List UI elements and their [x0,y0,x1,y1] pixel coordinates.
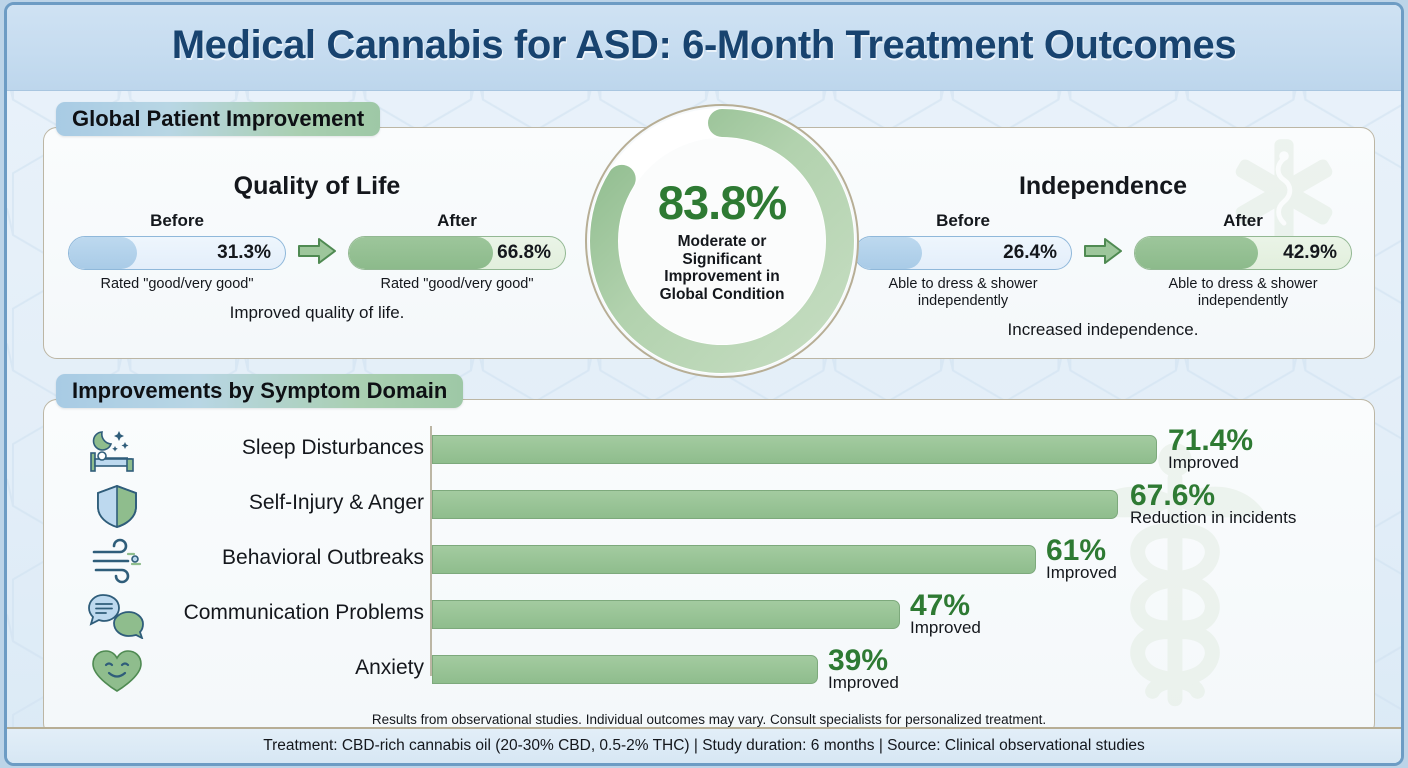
comparison-independence: Independence Before 26.4% Able to dress … [848,172,1358,340]
donut-percent: 83.8% [657,176,787,229]
symptom-bar [432,655,818,684]
table-row: Self-Injury & Anger 67.6% Reduction in i… [44,479,1374,530]
table-row: Anxiety 39% Improved [44,644,1374,695]
donut-caption: Moderate or Significant Improvement in G… [582,233,862,304]
badge-global-improvement: Global Patient Improvement [56,102,381,136]
before-progress-bar: 31.3% [68,236,286,270]
after-subtext: Able to dress & shower independently [1134,276,1352,310]
after-column: After 42.9% Able to dress & shower indep… [1134,211,1352,310]
footer-bar: Treatment: CBD-rich cannabis oil (20-30%… [7,727,1401,763]
wind-gust-icon [92,538,142,584]
symptom-annotation: Improved [828,673,899,692]
symptom-annotation: Improved [910,618,981,637]
donut-caption-line1: Moderate or [677,233,767,250]
symptom-bar [432,435,1157,464]
before-column: Before 26.4% Able to dress & shower inde… [854,211,1072,310]
after-value: 42.9% [1283,242,1337,263]
before-label: Before [150,211,204,230]
before-subtext-line2: independently [917,293,1009,310]
comparison-footnote: Improved quality of life. [229,303,405,323]
after-column: After 66.8% Rated "good/very good" [348,211,566,293]
comparison-title: Quality of Life [233,172,401,200]
table-row: Sleep Disturbances 71.4% Improved [44,424,1374,475]
table-row: Communication Problems 47% Improved [44,589,1374,640]
footer-text: Treatment: CBD-rich cannabis oil (20-30%… [263,737,1145,754]
card-symptom-domain: Improvements by Symptom Domain [43,374,1375,737]
symptom-value: 61% [1046,534,1107,567]
transition-arrow-wrap [1072,211,1134,265]
after-label: After [1223,211,1263,230]
donut-center-text: 83.8% Moderate or Significant Improvemen… [582,179,862,304]
before-progress-bar: 26.4% [854,236,1072,270]
badge-symptom-domain: Improvements by Symptom Domain [56,374,464,408]
smiling-heart-icon [92,650,142,692]
arrow-right-icon [1084,238,1122,264]
after-value: 66.8% [497,242,551,263]
global-condition-donut-chart: 83.8% Moderate or Significant Improvemen… [582,101,862,381]
before-subtext: Rated "good/very good" [100,276,254,292]
speech-bubbles-icon [88,594,144,639]
comparison-title: Independence [1018,172,1188,200]
before-progress-fill [855,237,922,269]
symptom-value: 47% [910,589,971,622]
symptom-annotation: Improved [1046,563,1117,582]
page-title: Medical Cannabis for ASD: 6-Month Treatm… [171,23,1237,67]
after-subtext-line1: Able to dress & shower [1168,276,1318,292]
before-value: 31.3% [217,242,271,263]
symptom-annotation: Improved [1168,453,1239,472]
symptom-value: 39% [828,644,889,677]
table-row: Behavioral Outbreaks 61% Improved [44,534,1374,585]
symptom-label: Anxiety [355,656,424,679]
before-subtext-line1: Able to dress & shower [888,276,1038,292]
symptom-label: Behavioral Outbreaks [222,546,424,569]
after-progress-bar: 66.8% [348,236,566,270]
symptom-value: 67.6% [1130,479,1216,512]
before-label: Before [936,211,990,230]
before-column: Before 31.3% Rated "good/very good" [68,211,286,293]
comparison-footnote: Increased independence. [1007,320,1199,340]
donut-caption-line4: Global Condition [659,285,785,303]
before-progress-fill [69,237,137,269]
after-progress-bar: 42.9% [1134,236,1352,270]
donut-caption-line2: Significant [682,250,762,268]
symptom-annotation: Reduction in incidents [1130,508,1297,527]
after-label: After [437,211,477,230]
symptom-label: Sleep Disturbances [241,436,424,459]
symptom-label: Communication Problems [183,601,424,624]
title-band: Medical Cannabis for ASD: 6-Month Treatm… [7,5,1401,91]
symptom-bar [432,600,900,629]
transition-arrow-wrap [286,211,348,265]
after-subtext-line2: independently [1197,293,1289,310]
shield-icon [97,485,137,528]
arrow-right-icon [298,238,336,264]
before-value: 26.4% [1003,242,1057,263]
symptom-bar [432,545,1036,574]
before-subtext: Able to dress & shower independently [854,276,1072,310]
after-progress-fill [349,237,494,269]
sleep-bed-moon-icon [90,431,134,472]
chart-axis-line [430,426,432,676]
symptom-value: 71.4% [1168,424,1254,457]
symptom-bar-chart: Sleep Disturbances 71.4% Improved Self-I… [44,424,1374,692]
symptom-label: Self-Injury & Anger [248,491,424,514]
after-progress-fill [1135,237,1259,269]
comparison-quality-of-life: Quality of Life Before 31.3% Rated "good… [62,172,572,323]
infographic-frame: Medical Cannabis for ASD: 6-Month Treatm… [4,2,1404,766]
disclaimer-text: Results from observational studies. Indi… [371,712,1047,727]
donut-caption-line3: Improvement in [664,268,780,286]
after-subtext: Rated "good/very good" [380,276,534,292]
symptom-bar [432,490,1118,519]
